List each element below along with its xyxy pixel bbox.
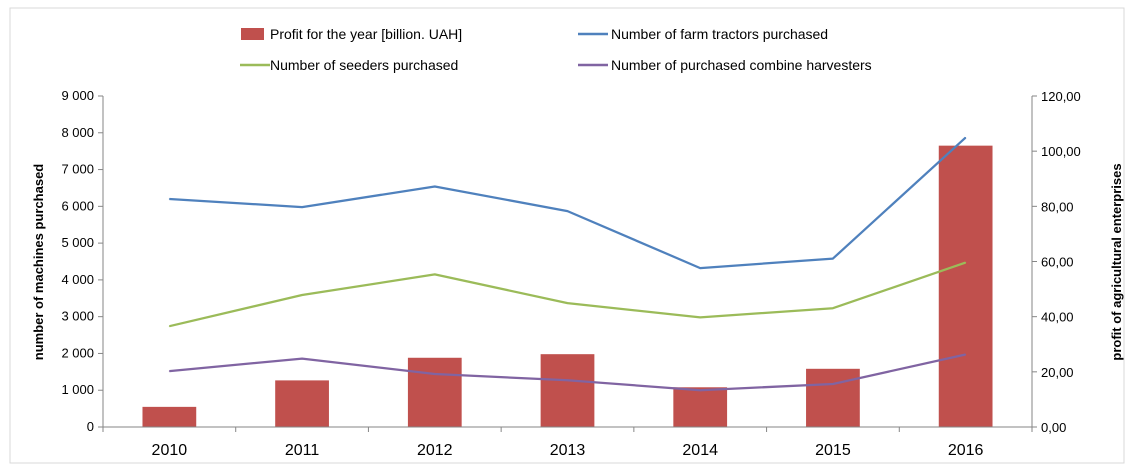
right-tick-label: 100,00 [1041, 144, 1081, 159]
right-tick-label: 120,00 [1041, 89, 1081, 104]
x-tick-label: 2014 [682, 442, 718, 459]
point-0-2012 [434, 185, 436, 187]
left-tick-label: 6 000 [61, 198, 94, 213]
point-1-2014 [699, 316, 701, 318]
left-tick-label: 7 000 [61, 162, 94, 177]
legend: Profit for the year [billion. UAH] Numbe… [240, 26, 872, 73]
x-tick-label: 2010 [152, 442, 188, 459]
point-1-2012 [434, 273, 436, 275]
x-tick-label: 2016 [948, 442, 984, 459]
left-tick-label: 5 000 [61, 235, 94, 250]
bar-2011 [275, 380, 329, 427]
bar-series-profit [142, 145, 993, 427]
bar-2012 [407, 357, 462, 427]
right-tick-label: 40,00 [1041, 310, 1074, 325]
left-tick-label: 0 [87, 419, 94, 434]
bar-2014 [673, 387, 728, 427]
point-2-2016 [965, 354, 967, 356]
bar-2015 [806, 368, 860, 427]
line-series-group [168, 136, 967, 392]
x-tick-label: 2012 [417, 442, 453, 459]
point-0-2011 [301, 206, 303, 208]
point-0-2016 [965, 137, 967, 139]
x-tick-label: 2013 [550, 442, 586, 459]
bar-2016 [938, 145, 993, 427]
point-0-2014 [699, 267, 701, 269]
left-axis-ticks: 0 1 000 2 000 3 000 4 000 5 000 6 000 7 000 8 00… [61, 88, 103, 434]
x-tick-label: 2015 [815, 442, 851, 459]
left-tick-label: 1 000 [61, 382, 94, 397]
left-tick-label: 4 000 [61, 272, 94, 287]
point-1-2010 [168, 325, 170, 327]
left-tick-label: 8 000 [61, 125, 94, 140]
point-0-2015 [832, 258, 834, 260]
right-tick-label: 80,00 [1041, 199, 1074, 214]
right-axis-title: profit of agricultural enterprises [1109, 163, 1124, 360]
point-1-2016 [965, 262, 967, 264]
left-tick-label: 9 000 [61, 88, 94, 103]
right-tick-label: 20,00 [1041, 365, 1074, 380]
legend-label-harvesters: Number of purchased combine harvesters [611, 57, 872, 73]
bar-2013 [540, 354, 595, 427]
x-tick-label: 2011 [285, 442, 320, 459]
point-2-2011 [301, 358, 303, 360]
left-tick-label: 3 000 [61, 309, 94, 324]
legend-label-tractors: Number of farm tractors purchased [611, 26, 828, 42]
point-1-2013 [567, 302, 568, 304]
left-axis-title: number of machines purchased [31, 164, 46, 361]
point-0-2010 [168, 198, 170, 200]
point-2-2014 [699, 389, 701, 391]
legend-label-seeders: Number of seeders purchased [270, 57, 458, 73]
point-2-2012 [434, 373, 436, 375]
left-tick-label: 2 000 [61, 345, 94, 360]
point-1-2015 [832, 307, 834, 309]
legend-swatch-profit [241, 28, 264, 40]
right-axis-ticks: 0,00 20,00 40,00 60,00 80,00 100,00 120,00 [1032, 89, 1081, 435]
bar-2010 [142, 406, 197, 427]
x-axis-categories: 2010 2011 2012 2013 2014 2015 2016 [102, 427, 1033, 459]
right-tick-label: 0,00 [1041, 420, 1066, 435]
point-1-2011 [301, 294, 303, 296]
right-tick-label: 60,00 [1041, 255, 1074, 270]
point-2-2010 [168, 370, 170, 372]
point-2-2013 [567, 379, 568, 381]
point-0-2013 [567, 210, 568, 212]
point-2-2015 [832, 383, 834, 385]
legend-label-profit: Profit for the year [billion. UAH] [270, 26, 462, 42]
